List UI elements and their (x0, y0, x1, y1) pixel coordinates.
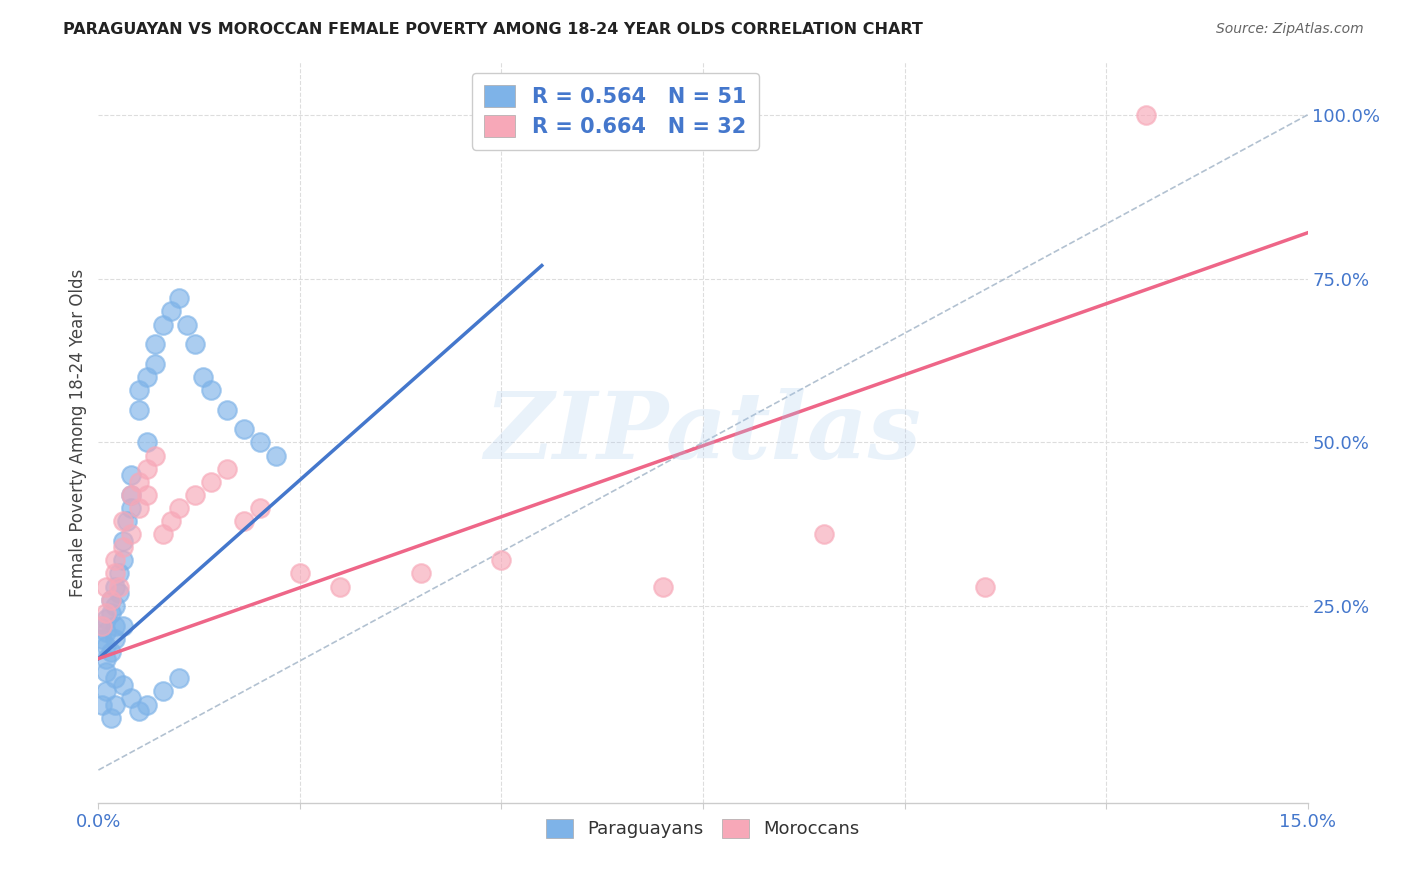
Point (152, 318, 174, 332)
Point (96, 580, 118, 594)
Point (143, 337, 166, 351)
Point (217, 402, 239, 417)
Point (107, 586, 129, 600)
Point (111, 514, 134, 528)
Point (96, 665, 118, 679)
Point (120, 468, 142, 483)
Point (128, 383, 150, 397)
Point (100, 645, 122, 659)
Point (103, 599, 125, 614)
Point (160, 514, 183, 528)
Point (100, 711, 122, 725)
Point (160, 304, 183, 318)
Point (96, 684, 118, 698)
Point (152, 684, 174, 698)
Point (974, 580, 997, 594)
Point (135, 370, 157, 384)
Point (135, 435, 157, 450)
Point (103, 632, 125, 646)
Point (120, 488, 142, 502)
Text: PARAGUAYAN VS MOROCCAN FEMALE POVERTY AMONG 18-24 YEAR OLDS CORRELATION CHART: PARAGUAYAN VS MOROCCAN FEMALE POVERTY AM… (63, 22, 924, 37)
Point (651, 580, 673, 594)
Point (111, 533, 134, 548)
Point (120, 690, 142, 705)
Legend: Paraguayans, Moroccans: Paraguayans, Moroccans (538, 812, 868, 846)
Point (103, 566, 125, 581)
Point (329, 580, 352, 594)
Point (135, 698, 157, 712)
Point (107, 566, 129, 581)
Point (111, 541, 134, 555)
Point (96, 625, 118, 640)
Point (107, 580, 129, 594)
Point (100, 592, 122, 607)
Y-axis label: Female Poverty Among 18-24 Year Olds: Female Poverty Among 18-24 Year Olds (69, 268, 87, 597)
Text: Source: ZipAtlas.com: Source: ZipAtlas.com (1216, 22, 1364, 37)
Point (115, 514, 138, 528)
Point (193, 370, 215, 384)
Point (120, 488, 142, 502)
Point (152, 527, 174, 541)
Point (103, 619, 125, 633)
Point (103, 580, 125, 594)
Point (103, 698, 125, 712)
Point (96, 612, 118, 626)
Point (143, 357, 166, 371)
Point (120, 527, 142, 541)
Point (184, 337, 207, 351)
Point (103, 553, 125, 567)
Text: ZIPatlas: ZIPatlas (485, 388, 921, 477)
Point (103, 671, 125, 685)
Point (217, 461, 239, 475)
Point (200, 475, 222, 489)
Point (128, 402, 150, 417)
Point (167, 671, 190, 685)
Point (143, 449, 166, 463)
Point (111, 553, 134, 567)
Point (264, 449, 287, 463)
Point (232, 514, 254, 528)
Point (176, 318, 198, 332)
Point (249, 435, 271, 450)
Point (100, 592, 122, 607)
Point (128, 704, 150, 718)
Point (167, 500, 190, 515)
Point (167, 291, 190, 305)
Point (91, 619, 114, 633)
Point (232, 422, 254, 436)
Point (100, 606, 122, 620)
Point (135, 488, 157, 502)
Point (813, 527, 835, 541)
Point (135, 461, 157, 475)
Point (184, 488, 207, 502)
Point (128, 475, 150, 489)
Point (249, 500, 271, 515)
Point (91, 619, 114, 633)
Point (128, 500, 150, 515)
Point (111, 678, 134, 692)
Point (96, 651, 118, 665)
Point (200, 383, 222, 397)
Point (120, 500, 142, 515)
Point (491, 553, 513, 567)
Point (409, 566, 432, 581)
Point (1135, 108, 1157, 122)
Point (288, 566, 311, 581)
Point (111, 619, 134, 633)
Point (91, 698, 114, 712)
Point (96, 639, 118, 653)
Point (96, 606, 118, 620)
Point (91, 632, 114, 646)
